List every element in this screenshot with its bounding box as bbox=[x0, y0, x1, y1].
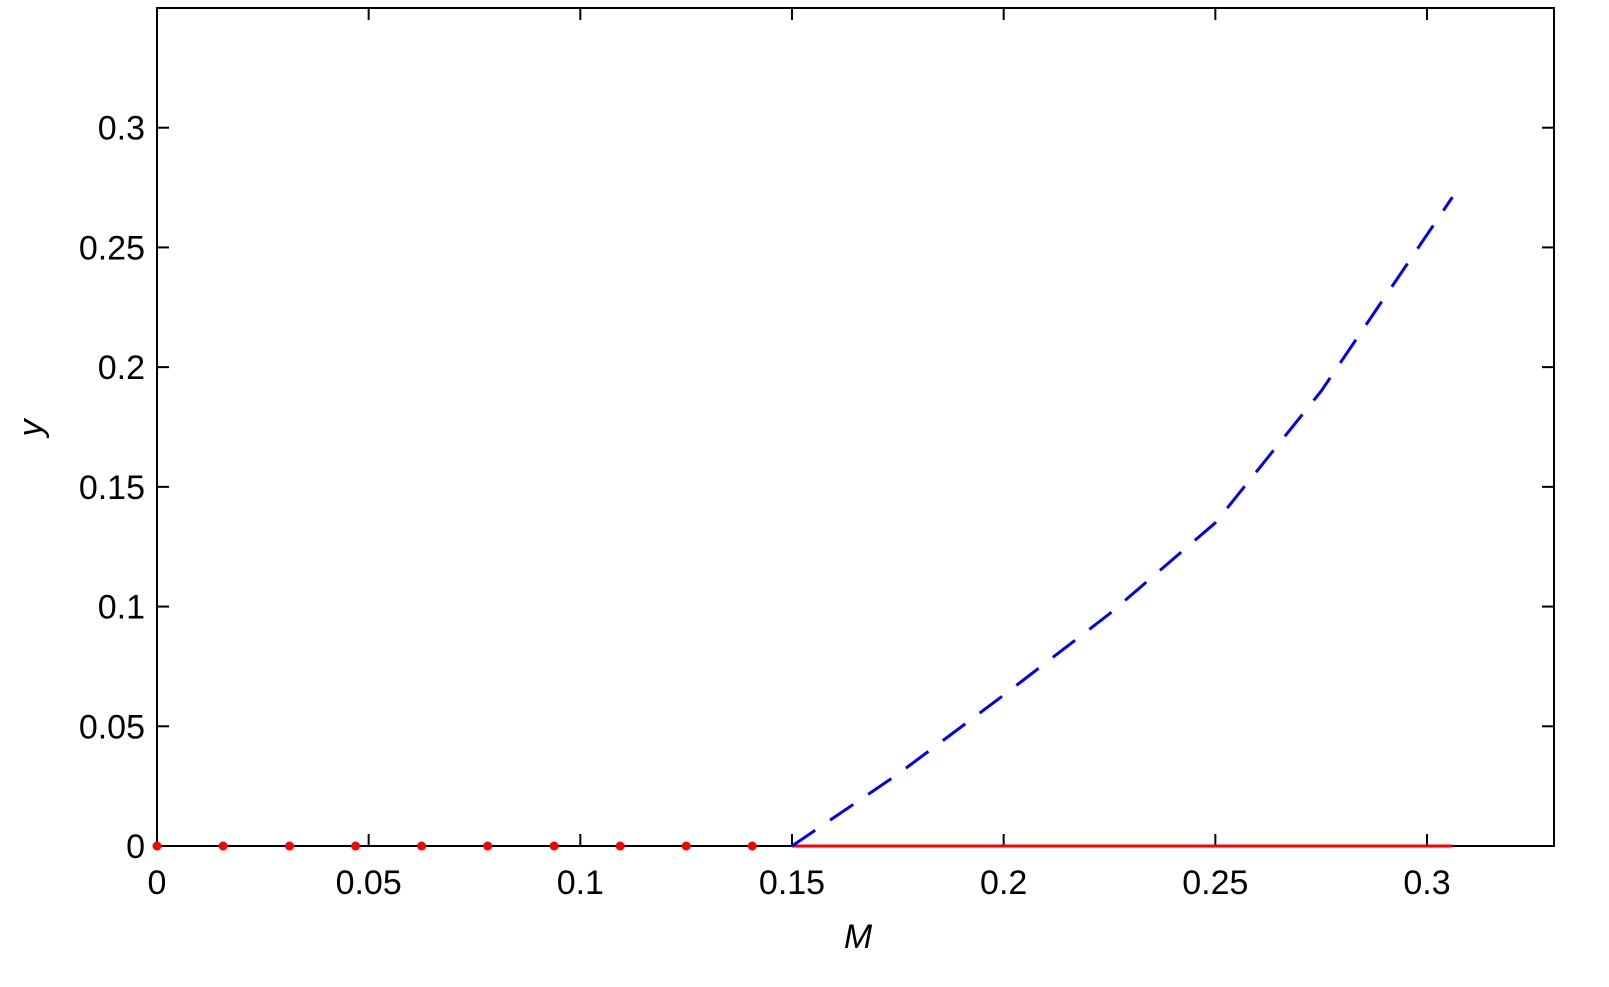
y-axis-label: y bbox=[12, 418, 50, 439]
x-tick-label: 0.2 bbox=[980, 864, 1027, 902]
data-point bbox=[681, 841, 691, 851]
data-point bbox=[615, 841, 625, 851]
data-point bbox=[351, 841, 361, 851]
data-point bbox=[285, 841, 295, 851]
data-point bbox=[417, 841, 427, 851]
y-tick-label: 0.15 bbox=[79, 469, 145, 507]
data-point bbox=[483, 841, 493, 851]
x-tick-label: 0.05 bbox=[336, 864, 402, 902]
data-line bbox=[791, 196, 1454, 848]
y-tick-label: 0.1 bbox=[98, 589, 145, 627]
y-tick-label: 0.3 bbox=[98, 110, 145, 148]
y-tick-label: 0.25 bbox=[79, 229, 145, 267]
x-tick-label: 0.3 bbox=[1403, 864, 1450, 902]
x-tick-label: 0 bbox=[148, 864, 167, 902]
data-point bbox=[747, 841, 757, 851]
data-point bbox=[218, 841, 228, 851]
y-tick-label: 0.05 bbox=[79, 708, 145, 746]
y-tick-label: 0 bbox=[126, 828, 145, 866]
y-tick-label: 0.2 bbox=[98, 349, 145, 387]
x-tick-label: 0.1 bbox=[557, 864, 604, 902]
data-point bbox=[549, 841, 559, 851]
x-tick-label: 0.15 bbox=[759, 864, 825, 902]
x-tick-label: 0.25 bbox=[1182, 864, 1248, 902]
x-axis-label: M bbox=[844, 918, 873, 956]
data-point bbox=[152, 841, 162, 851]
plot-frame bbox=[156, 7, 1555, 847]
